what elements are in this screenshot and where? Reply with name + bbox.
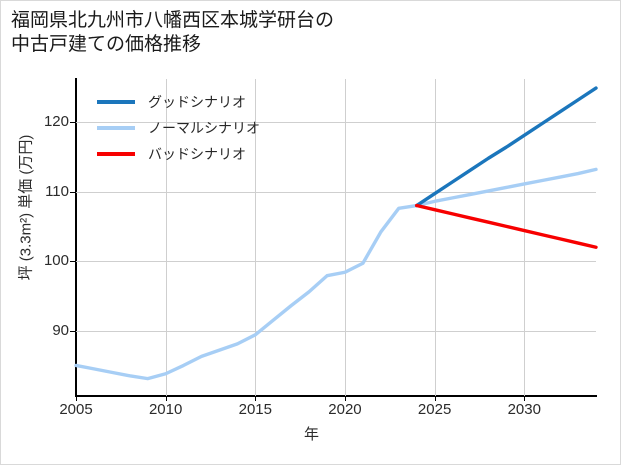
legend-item-2[interactable]: バッドシナリオ [97,141,307,167]
gridline-y-100 [76,261,596,263]
y-axis-label: 坪 (3.3m²) 単価 (万円) [17,134,35,281]
legend-label-1: ノーマルシナリオ [148,120,260,136]
gridline-x-2015 [255,79,257,396]
x-tick-label-2005: 2005 [59,401,93,418]
x-tick-label-2010: 2010 [148,401,183,418]
series-line-1 [74,167,598,381]
x-axis-label: 年 [303,426,319,443]
x-axis-spine [75,395,597,397]
legend-swatch-icon-0 [97,100,135,104]
x-tick-label-2025: 2025 [417,401,452,418]
y-axis-spine [75,78,77,397]
legend-swatch-icon-1 [97,126,135,130]
series-lines [74,86,598,381]
gridline-y-110 [76,191,596,193]
series-line-2 [414,203,598,249]
legend-item-0[interactable]: グッドシナリオ [97,89,307,115]
gridline-y-120 [76,122,596,124]
gridline-x-2025 [434,79,436,396]
legend-swatch-icon-2 [97,152,135,156]
gridline-x-2010 [165,79,167,396]
plot-area [74,79,598,396]
legend-label-0: グッドシナリオ [148,94,246,110]
chart-legend: グッドシナリオ ノーマルシナリオ バッドシナリオ [97,89,307,167]
series-line-0 [414,86,598,208]
gridline-y-90 [76,330,596,332]
gridline-x-2020 [344,79,346,396]
x-tick-label-2015: 2015 [238,401,272,418]
x-tick-label-2020: 2020 [328,401,362,418]
legend-label-2: バッドシナリオ [148,146,246,162]
legend-item-1[interactable]: ノーマルシナリオ [97,115,307,141]
gridline-x-2030 [524,79,526,396]
x-tick-label-2030: 2030 [507,401,541,418]
chart-title: 福岡県北九州市八幡西区本城学研台の 中古戸建ての価格推移 [11,10,335,56]
